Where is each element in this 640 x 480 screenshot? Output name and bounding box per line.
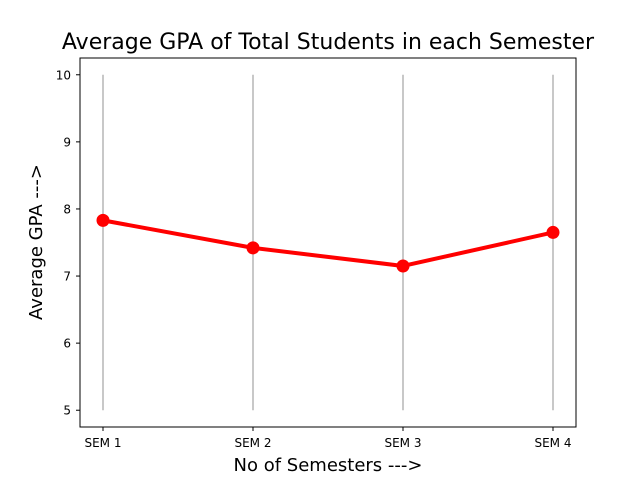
y-tick-label: 10: [56, 68, 71, 82]
data-point: [96, 213, 110, 227]
y-tick-label: 5: [63, 404, 71, 418]
x-axis-label: No of Semesters --->: [234, 455, 423, 476]
data-point: [546, 225, 560, 239]
x-tick-label: SEM 4: [534, 436, 571, 450]
x-tick-label: SEM 3: [384, 436, 421, 450]
y-axis-label: Average GPA --->: [26, 164, 47, 320]
series-layer: [96, 213, 560, 273]
data-point: [396, 259, 410, 273]
x-tick-label: SEM 2: [234, 436, 271, 450]
y-axis-ticks: 5 6 7 8 9 10: [56, 68, 80, 418]
x-axis-ticks: SEM 1 SEM 2 SEM 3 SEM 4: [84, 427, 572, 450]
y-tick-label: 9: [63, 135, 71, 149]
y-tick-label: 7: [63, 270, 71, 284]
chart-title: Average GPA of Total Students in each Se…: [62, 30, 595, 55]
data-point: [246, 241, 260, 255]
plot-frame: [79, 57, 577, 428]
y-tick-label: 6: [63, 337, 71, 351]
y-tick-label: 8: [63, 202, 71, 216]
grid-lines: [102, 74, 554, 411]
x-tick-label: SEM 1: [84, 436, 121, 450]
series-line-1: [101, 218, 555, 268]
